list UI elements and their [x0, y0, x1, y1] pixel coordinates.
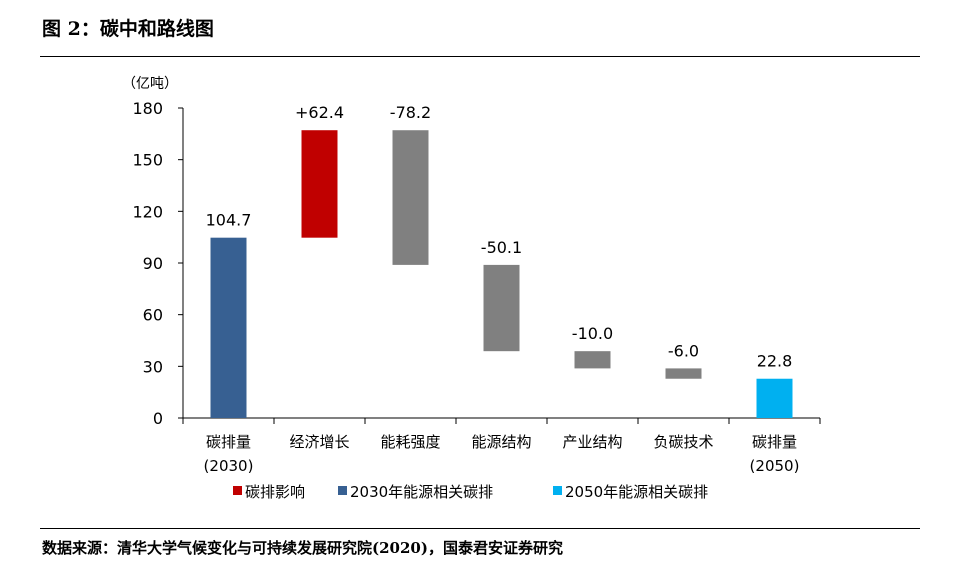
x-tick-label: 产业结构 — [562, 433, 622, 451]
data-label: -50.1 — [481, 238, 522, 257]
data-label: -78.2 — [390, 103, 431, 122]
data-label: -10.0 — [572, 324, 613, 343]
data-label: 104.7 — [206, 211, 252, 230]
x-tick-label: 经济增长 — [289, 433, 349, 451]
y-tick-label: 0 — [153, 409, 163, 428]
y-tick-label: 60 — [143, 306, 163, 325]
x-tick-label: 碳排量 — [752, 433, 797, 451]
x-tick-label: (2050) — [750, 457, 800, 475]
legend-swatch — [233, 486, 242, 495]
bar — [665, 368, 702, 379]
bar — [483, 264, 520, 352]
x-tick-label: (2030) — [204, 457, 254, 475]
y-tick-label: 90 — [143, 254, 163, 273]
data-label: 22.8 — [757, 352, 793, 371]
legend-label: 2030年能源相关碳排 — [350, 483, 493, 501]
x-tick-label: 能源结构 — [471, 433, 531, 451]
y-tick-label: 30 — [143, 357, 163, 376]
data-label: +62.4 — [295, 103, 344, 122]
y-tick-label: 120 — [132, 202, 163, 221]
bar — [301, 130, 338, 238]
y-tick-label: 180 — [132, 99, 163, 118]
x-tick-label: 负碳技术 — [653, 433, 713, 451]
legend-label: 碳排影响 — [245, 483, 305, 501]
x-tick-label: 碳排量 — [206, 433, 251, 451]
source-divider — [40, 528, 920, 529]
bar — [574, 351, 611, 369]
bar — [756, 378, 793, 418]
legend-swatch — [553, 486, 562, 495]
bar — [392, 130, 429, 265]
unit-label: （亿吨） — [122, 76, 178, 92]
data-label: -6.0 — [668, 341, 699, 360]
title-divider — [40, 56, 920, 57]
y-tick-label: 150 — [132, 151, 163, 170]
bar — [210, 237, 247, 418]
figure-title: 图 2：碳中和路线图 — [42, 18, 214, 40]
x-tick-label: 能耗强度 — [380, 433, 440, 451]
legend-swatch — [338, 486, 347, 495]
legend-label: 2050年能源相关碳排 — [565, 483, 708, 501]
source-note: 数据来源：清华大学气候变化与可持续发展研究院(2020)，国泰君安证券研究 — [42, 539, 563, 557]
